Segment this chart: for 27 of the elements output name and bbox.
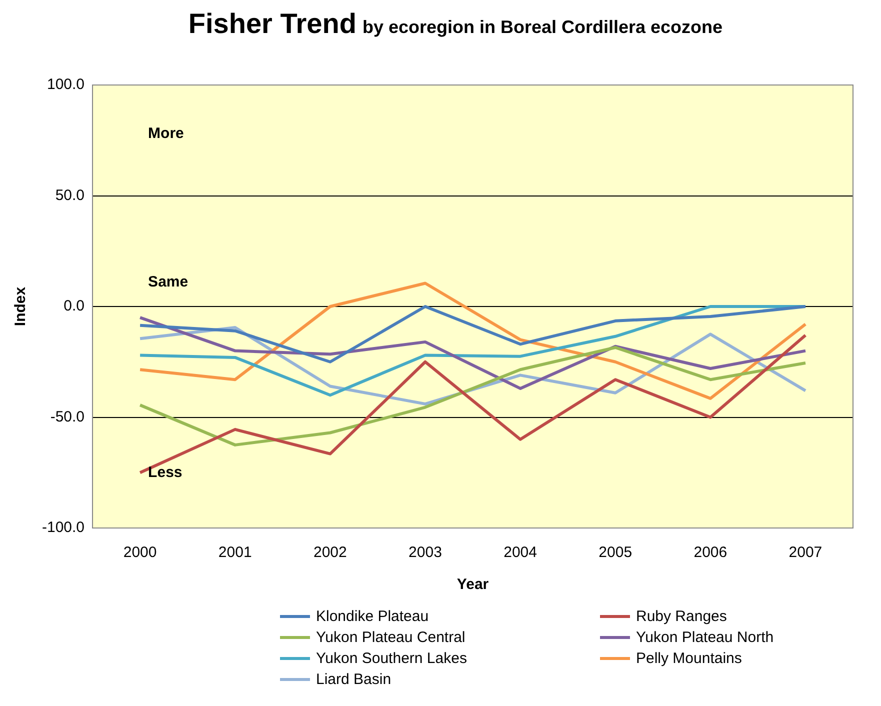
x-tick-label: 2005 [598, 544, 632, 562]
x-tick-label: 2004 [504, 544, 537, 562]
y-tick-label: 100.0 [46, 76, 85, 94]
legend-label: Pelly Mountains [636, 649, 742, 669]
chart-title: Fisher Trend [188, 8, 356, 39]
annotation: More [148, 124, 184, 142]
x-axis-title: Year [456, 576, 489, 594]
x-tick-label: 2001 [218, 544, 252, 562]
legend-label: Yukon Plateau Central [316, 628, 466, 648]
x-tick-label: 2006 [694, 544, 728, 562]
legend-label: Klondike Plateau [316, 607, 429, 627]
y-axis-title: Index [12, 286, 30, 326]
x-tick-label: 2000 [123, 544, 157, 562]
y-tick-label: 50.0 [55, 186, 85, 204]
x-tick-label: 2002 [313, 544, 347, 562]
annotation: Less [148, 464, 182, 481]
y-tick-label: -50.0 [50, 408, 85, 426]
y-tick-label: -100.0 [42, 519, 85, 536]
chart-subtitle: by ecoregion in Boreal Cordillera ecozone [362, 17, 723, 37]
legend-label: Liard Basin [316, 670, 392, 690]
x-tick-label: 2003 [408, 544, 442, 562]
y-tick-label: 0.0 [64, 298, 85, 315]
legend-label: Ruby Ranges [636, 607, 727, 627]
annotation: Same [148, 273, 188, 290]
legend-label: Yukon Plateau North [636, 628, 774, 648]
legend-label: Yukon Southern Lakes [316, 649, 467, 669]
x-tick-label: 2007 [788, 544, 822, 562]
